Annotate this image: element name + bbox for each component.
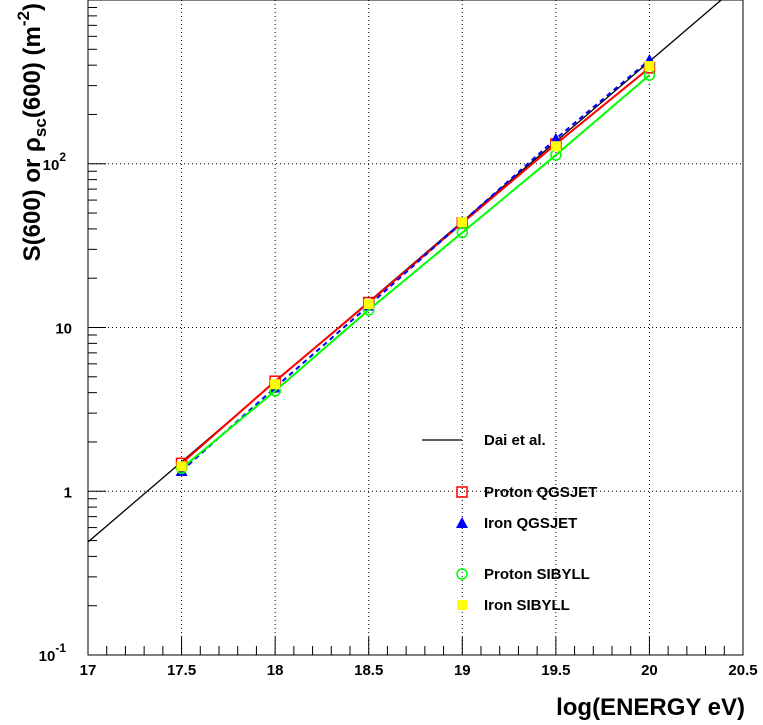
y-tick-label-exp: 2: [59, 150, 66, 164]
y-axis-title-exp: -2: [14, 11, 33, 26]
series-proton-sibyll: [180, 74, 651, 470]
y-axis-title-rho-sub: sc: [31, 118, 50, 137]
data-point: [644, 61, 655, 72]
data-point: [549, 132, 562, 144]
y-axis-title-suffix: ): [19, 3, 46, 11]
legend-item: Iron QGSJET: [456, 515, 577, 532]
x-tick-label: 19.5: [541, 662, 570, 679]
legend-marker-swatch: [456, 486, 468, 498]
grid-layer: [88, 0, 743, 655]
data-point: [550, 141, 561, 152]
legend-marker-swatch: [456, 568, 468, 580]
legend-item: Proton SIBYLL: [456, 566, 590, 583]
data-point: [456, 226, 469, 239]
data-point: [270, 379, 281, 390]
legend-item: Iron SIBYLL: [457, 597, 570, 614]
series-proton-qgsjet: [180, 67, 651, 465]
y-tick-label: 1: [64, 484, 72, 501]
y-tick-label-exp: -1: [55, 641, 66, 655]
x-tick-label: 18: [267, 662, 284, 679]
plot-frame: [87, 0, 744, 656]
x-tick-label: 20.5: [728, 662, 757, 679]
x-tick-label: 17: [80, 662, 97, 679]
x-tick-label: 20: [641, 662, 658, 679]
y-axis-title-prefix: S(600) or: [19, 152, 46, 261]
y-tick-label: 102: [43, 150, 67, 174]
y-axis-title-rho: ρ: [19, 137, 46, 152]
legend-item: Proton QGSJET: [456, 484, 597, 501]
y-tick-label-base: 10: [39, 648, 56, 665]
x-tick-label: 19: [454, 662, 471, 679]
data-point: [363, 299, 374, 310]
data-point: [457, 217, 468, 228]
x-tick-label: 18.5: [354, 662, 383, 679]
legend: Dai et al. Proton QGSJET Iron QGSJET Proton…: [422, 432, 597, 614]
series-line: [180, 74, 651, 470]
y-axis-title-middle: (600) (m: [19, 26, 46, 118]
legend-label: Iron QGSJET: [484, 515, 577, 532]
legend-marker-swatch: [457, 600, 467, 610]
x-tick-label: 17.5: [167, 662, 196, 679]
y-tick-label-base: 10: [43, 157, 60, 174]
legend-item: Dai et al.: [422, 432, 546, 449]
data-point: [176, 461, 187, 472]
legend-label: Iron SIBYLL: [484, 597, 570, 614]
legend-label: Dai et al.: [484, 432, 546, 449]
series-layer: [88, 0, 723, 543]
y-tick-label: 10: [55, 321, 72, 338]
series-line: [180, 67, 651, 465]
legend-label: Proton QGSJET: [484, 484, 597, 501]
legend-marker-swatch: [456, 517, 468, 528]
legend-label: Proton SIBYLL: [484, 566, 590, 583]
x-axis-title: log(ENERGY eV): [556, 694, 745, 721]
y-axis-title: S(600) or ρsc(600) (m-2): [14, 3, 50, 261]
y-tick-label: 10-1: [39, 641, 67, 665]
